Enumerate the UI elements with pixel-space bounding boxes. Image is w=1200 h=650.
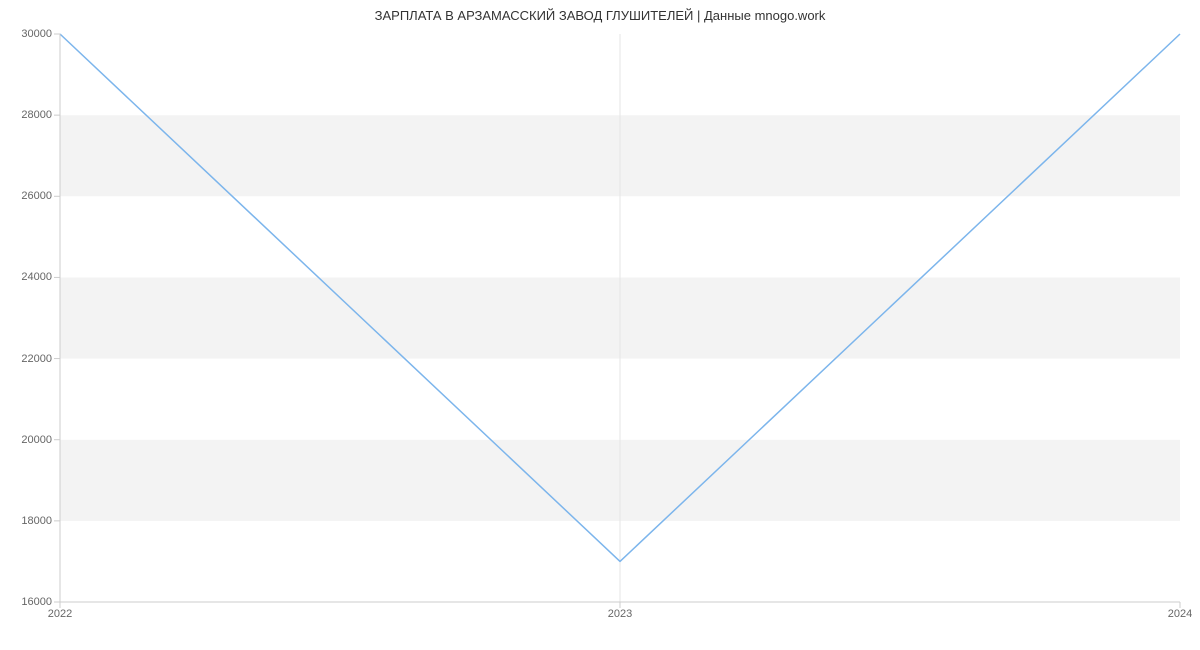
x-tick-label: 2024 [1168,608,1192,620]
x-tick-label: 2023 [608,608,632,620]
y-tick-label: 22000 [21,353,52,365]
y-tick-label: 16000 [21,596,52,608]
chart-title: ЗАРПЛАТА В АРЗАМАССКИЙ ЗАВОД ГЛУШИТЕЛЕЙ … [0,8,1200,23]
y-tick-label: 30000 [21,28,52,40]
chart-container: ЗАРПЛАТА В АРЗАМАССКИЙ ЗАВОД ГЛУШИТЕЛЕЙ … [0,0,1200,650]
y-tick-label: 28000 [21,109,52,121]
plot-area: 1600018000200002200024000260002800030000… [60,34,1180,602]
y-tick-label: 20000 [21,434,52,446]
x-tick-label: 2022 [48,608,72,620]
y-tick-label: 26000 [21,190,52,202]
chart-svg [60,34,1180,602]
y-tick-label: 18000 [21,515,52,527]
y-tick-label: 24000 [21,271,52,283]
